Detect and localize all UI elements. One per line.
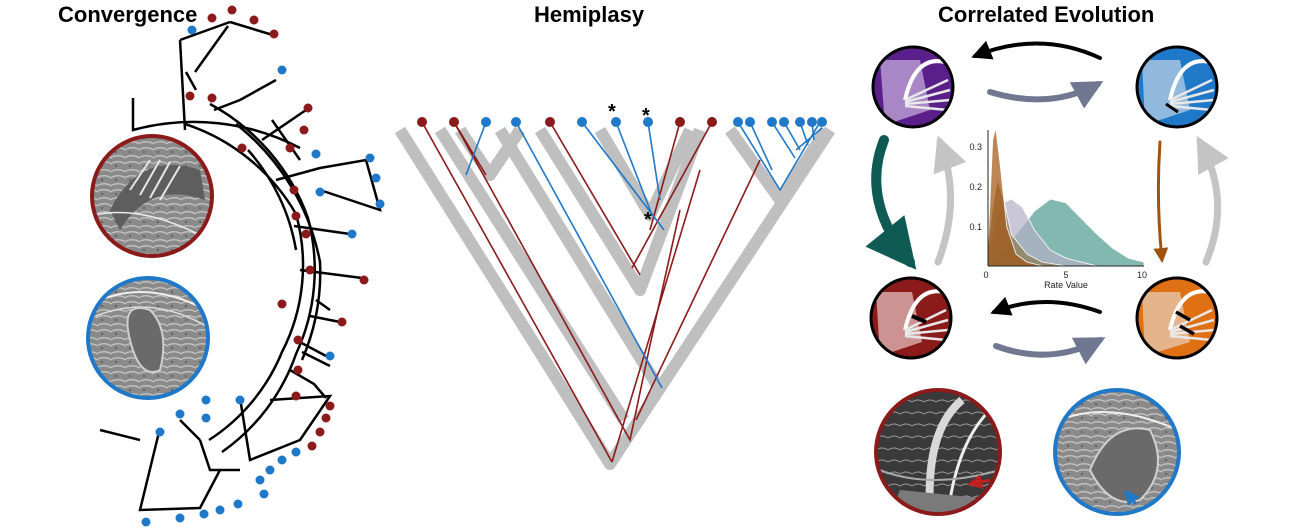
state-purple: [871, 45, 955, 129]
convergence-title: Convergence: [58, 2, 198, 27]
y-tick-0.1: 0.1: [969, 222, 982, 232]
convergence-tree: [99, 20, 382, 512]
convergence-tip-dots: [141, 5, 385, 527]
sem-image-blue-convergence: [86, 276, 210, 400]
hemiplasy-title: Hemiplasy: [534, 2, 645, 27]
arrow-orange-to-red: [990, 296, 1102, 316]
correlated-evolution-title: Correlated Evolution: [938, 2, 1155, 27]
rate-density-plot: 0 5 10 0.3 0.2 0.1 Rate Value: [969, 127, 1147, 290]
arrow-purple-to-blue: [987, 81, 1104, 109]
sem-image-blue-correlated: [1053, 388, 1181, 516]
x-tick-0: 0: [983, 270, 988, 280]
y-tick-0.2: 0.2: [969, 182, 982, 192]
y-tick-0.3: 0.3: [969, 142, 982, 152]
sem-image-red-convergence: [90, 134, 214, 258]
species-tree-shadow: [394, 126, 836, 470]
arrow-blue-to-orange: [1153, 140, 1169, 263]
transition-arrows: [865, 40, 1229, 365]
density-areas: [987, 127, 1145, 267]
gene-tree: [421, 121, 823, 463]
state-blue: [1135, 45, 1219, 129]
arrow-orange-to-blue: [1196, 135, 1229, 266]
arrow-blue-to-purple: [971, 40, 1102, 60]
state-orange: [1135, 276, 1219, 360]
arrow-red-to-purple: [933, 135, 967, 266]
x-tick-5: 5: [1063, 270, 1068, 280]
arrow-purple-to-red: [865, 135, 917, 270]
arrow-red-to-orange: [993, 337, 1106, 365]
state-red: [869, 276, 953, 360]
asterisk-3: *: [644, 209, 652, 231]
asterisk-1: *: [608, 101, 616, 123]
x-axis-label: Rate Value: [1044, 280, 1088, 290]
hemiplasy-tip-dots: [417, 117, 827, 127]
hemiplasy-asterisks: * * *: [608, 101, 652, 231]
sem-image-red-correlated: [874, 388, 1002, 516]
x-tick-10: 10: [1137, 270, 1147, 280]
asterisk-2: *: [642, 105, 650, 127]
